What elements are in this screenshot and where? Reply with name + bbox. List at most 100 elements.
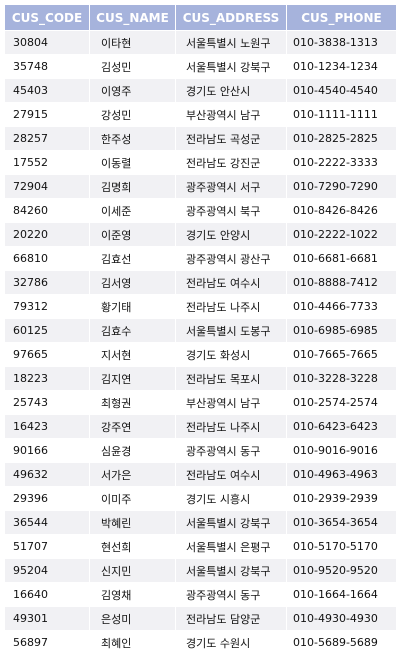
cell-cus-address: 경기도 수원시 xyxy=(175,630,287,655)
column-header-cus-address[interactable]: CUS_ADDRESS xyxy=(175,4,287,31)
cell-cus-name: 이동렬 xyxy=(89,150,176,175)
cell-cus-code: 51707 xyxy=(4,534,90,559)
table-row[interactable]: 16640 김영채 광주광역시 동구 010-1664-1664 xyxy=(4,582,397,607)
cell-cus-phone: 010-2222-1022 xyxy=(286,222,397,247)
cell-cus-address: 전라남도 강진군 xyxy=(175,150,287,175)
cell-cus-phone: 010-4466-7733 xyxy=(286,294,397,319)
table-row[interactable]: 90166 심윤경 광주광역시 동구 010-9016-9016 xyxy=(4,438,397,463)
cell-cus-phone: 010-1111-1111 xyxy=(286,102,397,127)
cell-cus-phone: 010-2825-2825 xyxy=(286,126,397,151)
column-header-cus-phone[interactable]: CUS_PHONE xyxy=(286,4,397,31)
table-row[interactable]: 17552 이동렬 전라남도 강진군 010-2222-3333 xyxy=(4,150,397,175)
cell-cus-name: 강주연 xyxy=(89,414,176,439)
cell-cus-code: 72904 xyxy=(4,174,90,199)
cell-cus-phone: 010-6423-6423 xyxy=(286,414,397,439)
cell-cus-address: 부산광역시 남구 xyxy=(175,390,287,415)
table-row[interactable]: 20220 이준영 경기도 안양시 010-2222-1022 xyxy=(4,222,397,247)
table-row[interactable]: 32786 김서영 전라남도 여수시 010-8888-7412 xyxy=(4,270,397,295)
cell-cus-address: 전라남도 담양군 xyxy=(175,606,287,631)
cell-cus-name: 은성미 xyxy=(89,606,176,631)
cell-cus-code: 25743 xyxy=(4,390,90,415)
cell-cus-address: 부산광역시 남구 xyxy=(175,102,287,127)
table-row[interactable]: 60125 김효수 서울특별시 도봉구 010-6985-6985 xyxy=(4,318,397,343)
cell-cus-name: 심윤경 xyxy=(89,438,176,463)
cell-cus-name: 김효선 xyxy=(89,246,176,271)
cell-cus-phone: 010-4963-4963 xyxy=(286,462,397,487)
cell-cus-phone: 010-3654-3654 xyxy=(286,510,397,535)
cell-cus-address: 서울특별시 강북구 xyxy=(175,510,287,535)
cell-cus-code: 95204 xyxy=(4,558,90,583)
cell-cus-phone: 010-5689-5689 xyxy=(286,630,397,655)
cell-cus-code: 36544 xyxy=(4,510,90,535)
cell-cus-address: 전라남도 곡성군 xyxy=(175,126,287,151)
cell-cus-phone: 010-9520-9520 xyxy=(286,558,397,583)
cell-cus-name: 이미주 xyxy=(89,486,176,511)
column-header-cus-name[interactable]: CUS_NAME xyxy=(89,4,176,31)
table-row[interactable]: 18223 김지연 전라남도 목포시 010-3228-3228 xyxy=(4,366,397,391)
cell-cus-code: 18223 xyxy=(4,366,90,391)
table-row[interactable]: 25743 최형권 부산광역시 남구 010-2574-2574 xyxy=(4,390,397,415)
cell-cus-address: 전라남도 목포시 xyxy=(175,366,287,391)
table-row[interactable]: 51707 현선희 서울특별시 은평구 010-5170-5170 xyxy=(4,534,397,559)
table-row[interactable]: 95204 신지민 서울특별시 강북구 010-9520-9520 xyxy=(4,558,397,583)
cell-cus-code: 49301 xyxy=(4,606,90,631)
cell-cus-phone: 010-6985-6985 xyxy=(286,318,397,343)
cell-cus-phone: 010-1664-1664 xyxy=(286,582,397,607)
cell-cus-phone: 010-2939-2939 xyxy=(286,486,397,511)
cell-cus-phone: 010-1234-1234 xyxy=(286,54,397,79)
cell-cus-code: 16640 xyxy=(4,582,90,607)
cell-cus-address: 경기도 시흥시 xyxy=(175,486,287,511)
table-row[interactable]: 30804 이타현 서울특별시 노원구 010-3838-1313 xyxy=(4,30,397,55)
table-row[interactable]: 66810 김효선 광주광역시 광산구 010-6681-6681 xyxy=(4,246,397,271)
table-row[interactable]: 45403 이영주 경기도 안산시 010-4540-4540 xyxy=(4,78,397,103)
cell-cus-code: 49632 xyxy=(4,462,90,487)
column-header-cus-code[interactable]: CUS_CODE xyxy=(4,4,90,31)
cell-cus-phone: 010-7665-7665 xyxy=(286,342,397,367)
cell-cus-name: 황기태 xyxy=(89,294,176,319)
cell-cus-code: 20220 xyxy=(4,222,90,247)
cell-cus-name: 이준영 xyxy=(89,222,176,247)
cell-cus-address: 서울특별시 강북구 xyxy=(175,54,287,79)
cell-cus-code: 30804 xyxy=(4,30,90,55)
header-row: CUS_CODE CUS_NAME CUS_ADDRESS CUS_PHONE xyxy=(4,4,397,31)
cell-cus-phone: 010-4540-4540 xyxy=(286,78,397,103)
cell-cus-name: 김명희 xyxy=(89,174,176,199)
table-row[interactable]: 16423 강주연 전라남도 나주시 010-6423-6423 xyxy=(4,414,397,439)
cell-cus-code: 66810 xyxy=(4,246,90,271)
cell-cus-name: 현선희 xyxy=(89,534,176,559)
table-row[interactable]: 29396 이미주 경기도 시흥시 010-2939-2939 xyxy=(4,486,397,511)
cell-cus-code: 45403 xyxy=(4,78,90,103)
cell-cus-phone: 010-4930-4930 xyxy=(286,606,397,631)
cell-cus-name: 서가은 xyxy=(89,462,176,487)
cell-cus-name: 김성민 xyxy=(89,54,176,79)
cell-cus-address: 광주광역시 동구 xyxy=(175,438,287,463)
cell-cus-code: 56897 xyxy=(4,630,90,655)
cell-cus-name: 이타현 xyxy=(89,30,176,55)
cell-cus-code: 16423 xyxy=(4,414,90,439)
cell-cus-name: 지서현 xyxy=(89,342,176,367)
table-row[interactable]: 49632 서가은 전라남도 여수시 010-4963-4963 xyxy=(4,462,397,487)
table-row[interactable]: 84260 이세준 광주광역시 북구 010-8426-8426 xyxy=(4,198,397,223)
cell-cus-code: 29396 xyxy=(4,486,90,511)
table-row[interactable]: 97665 지서현 경기도 화성시 010-7665-7665 xyxy=(4,342,397,367)
table-row[interactable]: 36544 박혜린 서울특별시 강북구 010-3654-3654 xyxy=(4,510,397,535)
table-header: CUS_CODE CUS_NAME CUS_ADDRESS CUS_PHONE xyxy=(4,4,397,31)
table-row[interactable]: 27915 강성민 부산광역시 남구 010-1111-1111 xyxy=(4,102,397,127)
cell-cus-address: 전라남도 나주시 xyxy=(175,414,287,439)
table-row[interactable]: 49301 은성미 전라남도 담양군 010-4930-4930 xyxy=(4,606,397,631)
cell-cus-phone: 010-5170-5170 xyxy=(286,534,397,559)
cell-cus-code: 17552 xyxy=(4,150,90,175)
cell-cus-address: 서울특별시 도봉구 xyxy=(175,318,287,343)
table-row[interactable]: 28257 한주성 전라남도 곡성군 010-2825-2825 xyxy=(4,126,397,151)
table-row[interactable]: 56897 최혜인 경기도 수원시 010-5689-5689 xyxy=(4,630,397,655)
table-row[interactable]: 35748 김성민 서울특별시 강북구 010-1234-1234 xyxy=(4,54,397,79)
cell-cus-name: 박혜린 xyxy=(89,510,176,535)
table-row[interactable]: 79312 황기태 전라남도 나주시 010-4466-7733 xyxy=(4,294,397,319)
cell-cus-code: 60125 xyxy=(4,318,90,343)
cell-cus-address: 서울특별시 강북구 xyxy=(175,558,287,583)
cell-cus-address: 서울특별시 노원구 xyxy=(175,30,287,55)
customer-table: CUS_CODE CUS_NAME CUS_ADDRESS CUS_PHONE … xyxy=(4,4,397,655)
cell-cus-phone: 010-3228-3228 xyxy=(286,366,397,391)
cell-cus-name: 최형권 xyxy=(89,390,176,415)
table-row[interactable]: 72904 김명희 광주광역시 서구 010-7290-7290 xyxy=(4,174,397,199)
